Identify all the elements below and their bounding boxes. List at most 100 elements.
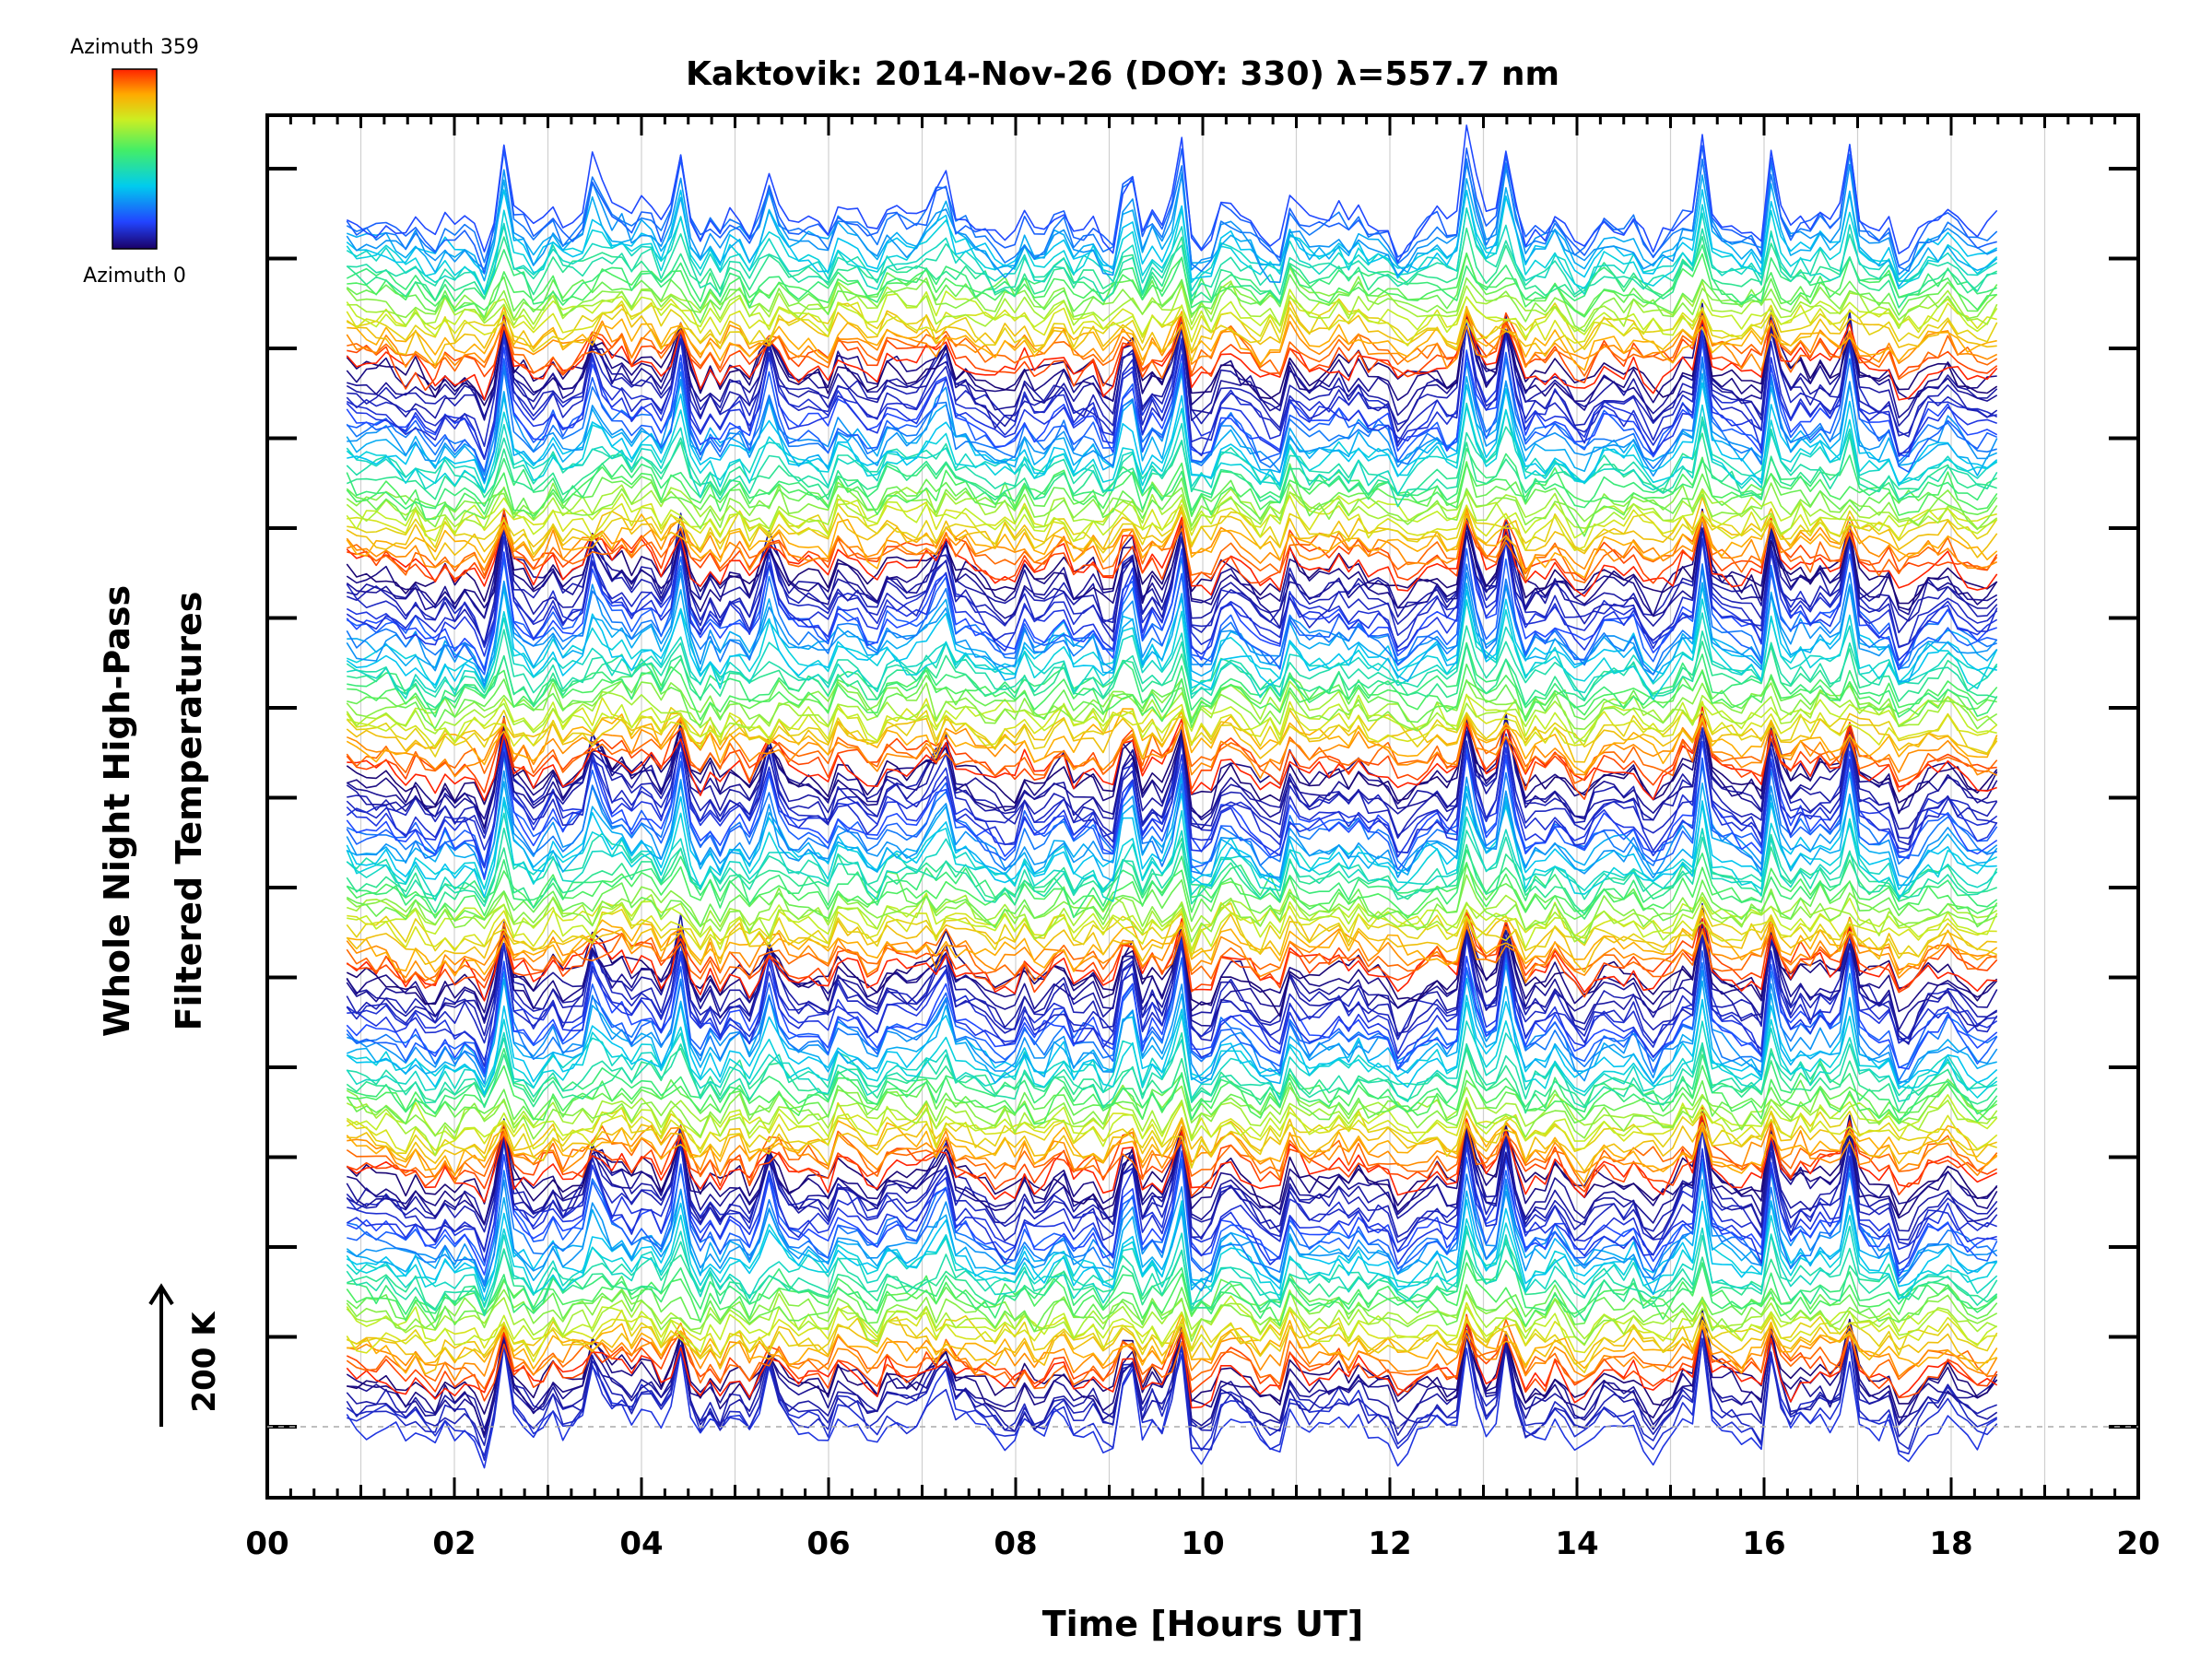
series-line — [346, 950, 1998, 1073]
series-line — [346, 730, 1998, 853]
series-line — [346, 227, 1998, 309]
series-line — [346, 909, 1998, 998]
series-line — [346, 827, 1998, 908]
series-line — [347, 252, 1997, 318]
series-line — [347, 1312, 1998, 1374]
series-line — [347, 963, 1998, 1085]
series-line — [347, 712, 1998, 830]
x-tick-label: 02 — [432, 1525, 476, 1562]
x-tick-label: 16 — [1742, 1525, 1785, 1562]
x-tick-label: 10 — [1181, 1525, 1224, 1562]
series-line — [346, 1113, 1998, 1218]
series-line — [346, 319, 1997, 461]
x-tick-label: 04 — [619, 1525, 663, 1562]
series-line — [346, 680, 1998, 743]
series-line — [347, 641, 1998, 718]
series-line — [347, 1114, 1998, 1225]
x-tick-label: 20 — [2116, 1525, 2159, 1562]
series-line — [346, 1314, 1998, 1435]
series-line — [346, 159, 1998, 284]
series-line — [346, 525, 1998, 650]
series-line — [347, 599, 1998, 700]
series-line — [347, 909, 1998, 977]
series-line — [346, 1115, 1997, 1265]
series-line — [347, 582, 1998, 683]
series-line — [347, 641, 1997, 709]
series-line — [346, 1262, 1998, 1327]
series-line — [346, 312, 1998, 401]
series-line — [347, 1141, 1998, 1273]
x-tick-labels: 00 02 04 06 08 10 12 14 16 18 20 — [245, 1525, 2159, 1562]
scale-label: 200 K — [186, 1311, 223, 1413]
series-line — [346, 864, 1998, 929]
series-line — [347, 714, 1998, 846]
series-line — [347, 280, 1998, 333]
series-line — [346, 977, 1997, 1085]
tick-marks — [265, 115, 2140, 1498]
series-line — [347, 1334, 1998, 1456]
scale-arrow-head — [148, 1283, 174, 1306]
series-line — [346, 956, 1998, 1082]
series-line — [346, 849, 1998, 920]
x-tick-label: 12 — [1368, 1525, 1411, 1562]
series-line — [347, 932, 1998, 1062]
series-line — [346, 489, 1998, 543]
series-line — [347, 694, 1997, 745]
colorbar-top-label: Azimuth 359 — [70, 36, 199, 59]
series-line — [346, 456, 1998, 520]
series-line — [346, 307, 1998, 432]
scale-bar: 200 K — [148, 1283, 223, 1427]
series-line — [346, 371, 1998, 483]
series-line — [346, 1273, 1998, 1333]
series-line — [346, 1101, 1998, 1154]
series-line — [346, 189, 1998, 281]
series-line — [346, 1087, 1998, 1157]
series-line — [346, 874, 1998, 945]
series-line — [346, 416, 1998, 508]
colorbar-bottom-label: Azimuth 0 — [83, 265, 186, 288]
series-line — [346, 295, 1997, 347]
series-line — [346, 1114, 1998, 1204]
series-line — [346, 244, 1997, 309]
series-line — [347, 1120, 1998, 1183]
series-line — [347, 311, 1998, 421]
series-line — [346, 1324, 1998, 1461]
series-line — [346, 714, 1997, 800]
y-axis-label-line-2: Filtered Temperatures — [169, 592, 209, 1031]
series-line — [347, 312, 1998, 381]
x-tick-label: 08 — [994, 1525, 1037, 1562]
y-axis-label: Whole Night High-Pass Filtered Temperatu… — [97, 585, 209, 1037]
series-line — [346, 1082, 1997, 1140]
chart-title: Kaktovik: 2014-Nov-26 (DOY: 330) λ=557.7… — [686, 55, 1559, 93]
x-tick-label: 18 — [1929, 1525, 1972, 1562]
series-line — [346, 528, 1997, 672]
series-line — [346, 461, 1998, 537]
series-line — [346, 496, 1998, 561]
y-axis-label-line-1: Whole Night High-Pass — [97, 585, 137, 1037]
series-line — [346, 509, 1998, 605]
series-line — [346, 266, 1998, 333]
series-line — [347, 1065, 1998, 1125]
series-line — [346, 1046, 1998, 1121]
series-line — [346, 124, 1998, 264]
series-line — [346, 509, 1998, 618]
series-line — [347, 888, 1998, 943]
series-line — [346, 812, 1998, 902]
series-line — [347, 1239, 1998, 1322]
series-line — [346, 693, 1998, 749]
series-line — [346, 319, 1998, 448]
series-line — [346, 1318, 1998, 1436]
series-line — [346, 298, 1998, 354]
series-line — [346, 1309, 1998, 1373]
series-line — [346, 402, 1998, 499]
series-line — [346, 720, 1997, 843]
series-line — [346, 1318, 1997, 1446]
x-tick-label: 14 — [1555, 1525, 1598, 1562]
series-line — [346, 1136, 1997, 1265]
series-line — [346, 1179, 1997, 1296]
series-line — [347, 663, 1998, 724]
series-line — [347, 207, 1997, 302]
series-line — [346, 598, 1998, 700]
series-line — [346, 909, 1997, 1002]
